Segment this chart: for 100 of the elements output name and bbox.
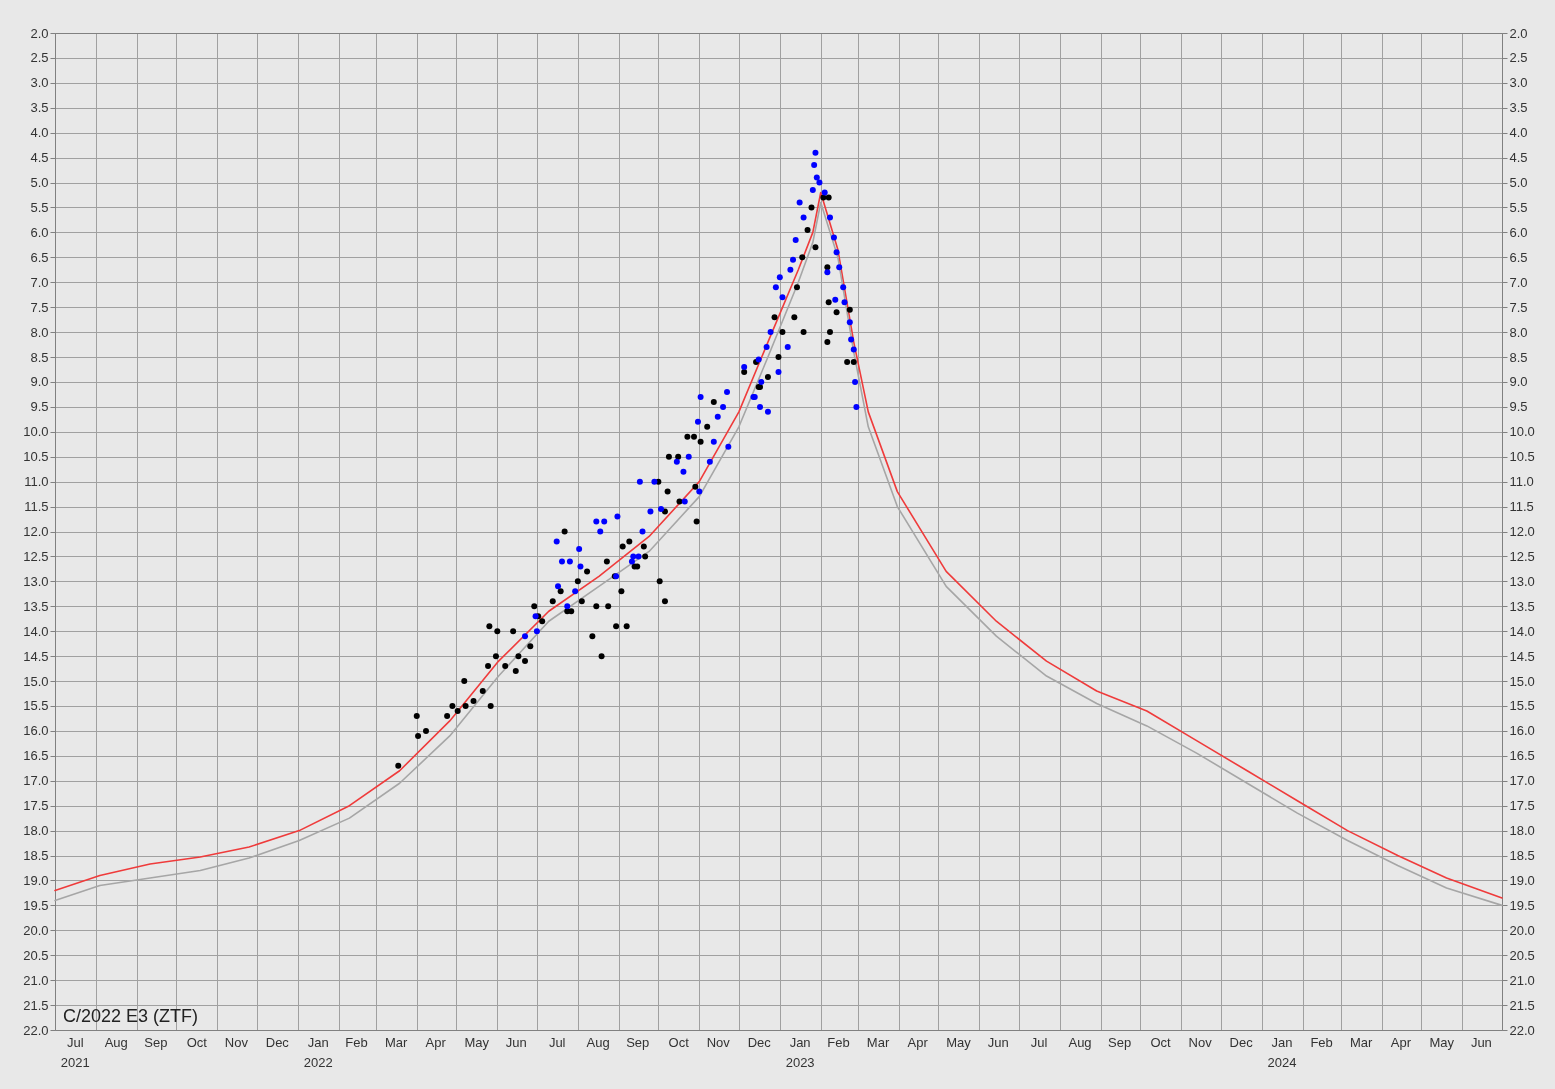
y2-tick-label: 15.5 bbox=[1509, 698, 1535, 714]
x-tick-label: Feb bbox=[827, 1034, 850, 1050]
y-tick-label: 4.0 bbox=[30, 125, 49, 141]
x-tick-label: Dec bbox=[1229, 1034, 1254, 1050]
y2-tick-label: 4.5 bbox=[1509, 150, 1528, 166]
y-tick-label: 13.5 bbox=[23, 598, 49, 614]
x-tick-label: Oct bbox=[186, 1034, 208, 1050]
y2-tick-label: 16.0 bbox=[1509, 723, 1535, 739]
y2-tick-label: 11.0 bbox=[1509, 474, 1534, 490]
x-tick-label: Oct bbox=[1150, 1034, 1172, 1050]
y-tick-label: 12.0 bbox=[23, 524, 49, 539]
x-tick-label: Feb bbox=[345, 1034, 368, 1050]
y-tick-label: 5.5 bbox=[30, 199, 49, 215]
x-tick-label: Jul 2021 bbox=[60, 1034, 90, 1070]
x-tick-label: Nov bbox=[224, 1034, 249, 1050]
y-tick-label: 6.5 bbox=[30, 249, 49, 265]
y2-tick-label: 22.0 bbox=[1509, 1022, 1535, 1038]
y2-tick-label: 7.5 bbox=[1509, 299, 1528, 315]
y2-tick-label: 4.0 bbox=[1509, 125, 1528, 141]
y-tick-label: 2.0 bbox=[30, 25, 49, 41]
y2-tick-label: 10.0 bbox=[1509, 424, 1535, 440]
y-tick-label: 15.5 bbox=[23, 698, 49, 714]
x-tick-label: Sep bbox=[1108, 1034, 1132, 1050]
y2-tick-label: 6.5 bbox=[1509, 249, 1528, 265]
y2-tick-label: 18.0 bbox=[1509, 823, 1535, 839]
x-tick-label: Jan 2022 bbox=[303, 1034, 333, 1070]
x-tick-label: Apr bbox=[1390, 1034, 1412, 1050]
y2-tick-label: 19.5 bbox=[1509, 897, 1535, 913]
x-tick-label: May bbox=[464, 1034, 490, 1050]
y-tick-label: 14.0 bbox=[23, 623, 49, 639]
y2-tick-label: 11.5 bbox=[1509, 499, 1534, 515]
y-tick-label: 7.0 bbox=[30, 274, 49, 290]
y-tick-label: 13.0 bbox=[23, 573, 49, 589]
x-tick-label: May bbox=[1429, 1034, 1455, 1050]
x-tick-label: Jun bbox=[1470, 1034, 1492, 1050]
y2-tick-label: 13.0 bbox=[1509, 573, 1535, 589]
x-tick-label: Aug bbox=[586, 1034, 610, 1050]
y-tick-label: 16.0 bbox=[23, 723, 49, 739]
x-tick-label: Jun bbox=[987, 1034, 1009, 1050]
text: C/2022 E3 (ZTF) bbox=[63, 1006, 199, 1026]
y2-tick-label: 14.5 bbox=[1509, 648, 1535, 664]
y2-tick-label: 6.0 bbox=[1509, 224, 1528, 240]
y-tick-label: 10.5 bbox=[23, 449, 49, 465]
x-tick-label: Mar bbox=[866, 1034, 890, 1050]
y-tick-label: 8.0 bbox=[30, 324, 49, 340]
y2-tick-label: 3.5 bbox=[1509, 100, 1528, 116]
y-tick-label: 21.0 bbox=[23, 972, 49, 988]
y-tick-label: 20.0 bbox=[23, 922, 49, 938]
y-tick-label: 12.5 bbox=[23, 548, 49, 564]
y-tick-label: 17.5 bbox=[23, 798, 49, 814]
y-tick-label: 8.5 bbox=[30, 349, 49, 365]
y-tick-label: 3.5 bbox=[30, 100, 49, 116]
y2-tick-label: 13.5 bbox=[1509, 598, 1535, 614]
y2-tick-label: 15.0 bbox=[1509, 673, 1535, 689]
x-tick-label: Jul bbox=[1030, 1034, 1048, 1050]
y-tick-label: 18.0 bbox=[23, 823, 49, 839]
x-tick-label: Aug bbox=[1068, 1034, 1092, 1050]
x-tick-label: Mar bbox=[384, 1034, 408, 1050]
y2-tick-label: 12.5 bbox=[1509, 548, 1535, 564]
y-tick-label: 9.5 bbox=[30, 399, 49, 415]
y2-tick-label: 9.0 bbox=[1509, 374, 1528, 390]
y-tick-label: 3.0 bbox=[30, 75, 49, 91]
x-tick-label: Oct bbox=[668, 1034, 690, 1050]
x-tick-label: Jan 2023 bbox=[785, 1034, 815, 1070]
y2-tick-label: 5.5 bbox=[1509, 199, 1528, 215]
x-tick-label: May bbox=[946, 1034, 972, 1050]
x-tick-label: Apr bbox=[907, 1034, 929, 1050]
y2-tick-label: 8.0 bbox=[1509, 324, 1528, 340]
y-tick-label: 11.0 bbox=[24, 474, 49, 490]
x-tick-label: Nov bbox=[706, 1034, 731, 1050]
y-tick-label: 22.0 bbox=[23, 1022, 49, 1038]
x-tick-label: Aug bbox=[104, 1034, 128, 1050]
y2-tick-label: 3.0 bbox=[1509, 75, 1528, 91]
x-tick-label: Apr bbox=[425, 1034, 447, 1050]
x-tick-label: Feb bbox=[1310, 1034, 1333, 1050]
y-tick-label: 11.5 bbox=[24, 499, 49, 515]
x-tick-label: Jul bbox=[548, 1034, 566, 1050]
y2-tick-label: 2.5 bbox=[1509, 50, 1528, 66]
y2-tick-label: 17.0 bbox=[1509, 773, 1535, 789]
y-tick-label: 19.5 bbox=[23, 897, 49, 913]
y-tick-label: 19.0 bbox=[23, 872, 49, 888]
y2-tick-label: 20.0 bbox=[1509, 922, 1535, 938]
y-tick-label: 4.5 bbox=[30, 150, 49, 166]
y-tick-label: 21.5 bbox=[23, 997, 49, 1013]
y-tick-label: 18.5 bbox=[23, 848, 49, 864]
y-tick-label: 7.5 bbox=[30, 299, 49, 315]
x-tick-label: Sep bbox=[144, 1034, 168, 1050]
y2-tick-label: 21.5 bbox=[1509, 997, 1535, 1013]
y-tick-label: 9.0 bbox=[30, 374, 49, 390]
y-tick-label: 20.5 bbox=[23, 947, 49, 963]
y-tick-label: 17.0 bbox=[23, 773, 49, 789]
y2-tick-label: 20.5 bbox=[1509, 947, 1535, 963]
y2-tick-label: 17.5 bbox=[1509, 798, 1535, 814]
x-tick-label: Dec bbox=[747, 1034, 772, 1050]
y2-tick-label: 7.0 bbox=[1509, 274, 1528, 290]
x-tick-label: Mar bbox=[1350, 1034, 1374, 1050]
y-tick-label: 15.0 bbox=[23, 673, 49, 689]
y2-tick-label: 21.0 bbox=[1509, 972, 1535, 988]
y2-tick-label: 19.0 bbox=[1509, 872, 1535, 888]
y-tick-label: 10.0 bbox=[23, 424, 49, 440]
